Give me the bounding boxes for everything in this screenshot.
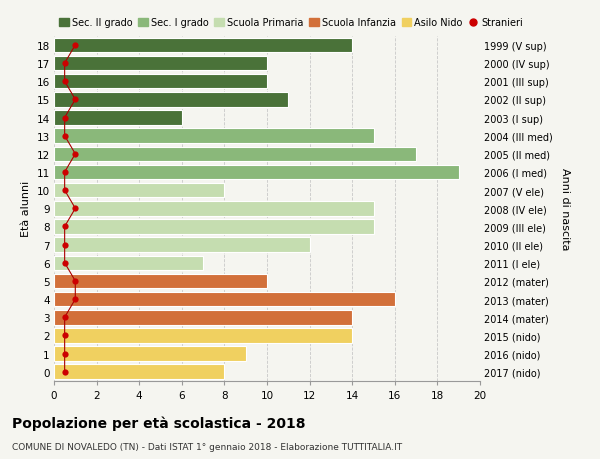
- Bar: [54, 220, 373, 234]
- Y-axis label: Anni di nascita: Anni di nascita: [560, 168, 569, 250]
- Bar: [54, 165, 459, 180]
- Legend: Sec. II grado, Sec. I grado, Scuola Primaria, Scuola Infanzia, Asilo Nido, Stran: Sec. II grado, Sec. I grado, Scuola Prim…: [59, 18, 523, 28]
- Bar: [54, 364, 224, 379]
- Bar: [54, 147, 416, 162]
- Bar: [54, 129, 373, 144]
- Bar: [54, 202, 373, 216]
- Text: Popolazione per età scolastica - 2018: Popolazione per età scolastica - 2018: [12, 415, 305, 430]
- Bar: [54, 347, 246, 361]
- Bar: [54, 39, 352, 53]
- Bar: [54, 292, 395, 307]
- Bar: [54, 274, 267, 289]
- Bar: [54, 184, 224, 198]
- Bar: [54, 93, 289, 107]
- Bar: [54, 256, 203, 270]
- Bar: [54, 310, 352, 325]
- Text: COMUNE DI NOVALEDO (TN) - Dati ISTAT 1° gennaio 2018 - Elaborazione TUTTITALIA.I: COMUNE DI NOVALEDO (TN) - Dati ISTAT 1° …: [12, 442, 402, 451]
- Bar: [54, 238, 310, 252]
- Bar: [54, 75, 267, 89]
- Bar: [54, 329, 352, 343]
- Bar: [54, 111, 182, 125]
- Bar: [54, 56, 267, 71]
- Y-axis label: Età alunni: Età alunni: [21, 181, 31, 237]
